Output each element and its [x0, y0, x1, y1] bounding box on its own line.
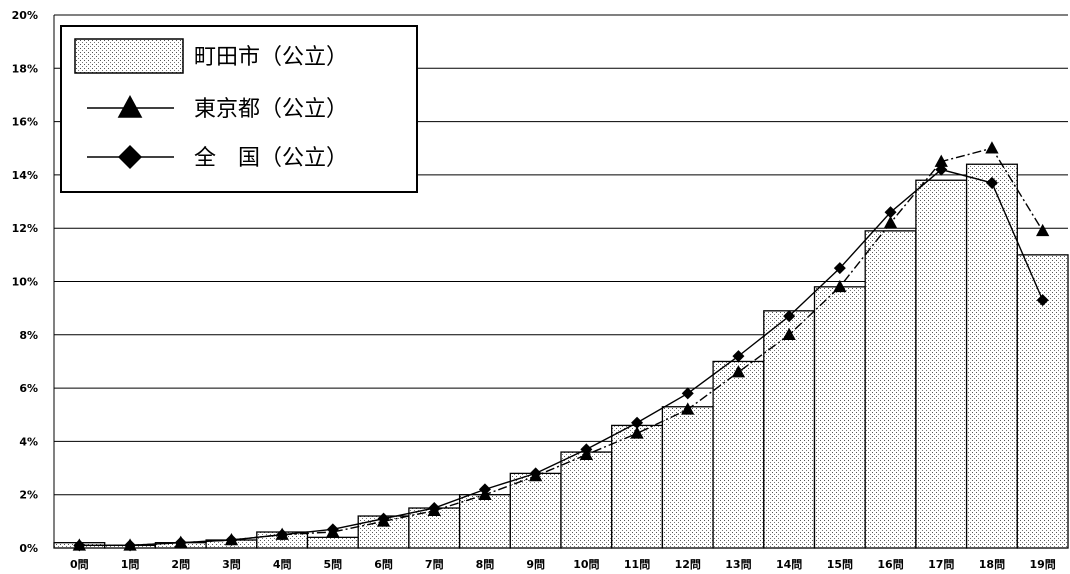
- legend-diamond-icon: [118, 145, 142, 169]
- legend-label: 東京都（公立）: [194, 97, 348, 122]
- x-tick-label: 7問: [425, 558, 444, 571]
- x-tick-label: 12問: [675, 558, 701, 571]
- bar: [965, 163, 1018, 549]
- diamond-marker: [935, 163, 948, 176]
- diamond-marker: [428, 502, 441, 515]
- x-tick-label: 8問: [476, 558, 495, 571]
- diamond-marker: [276, 528, 289, 541]
- diamond-marker: [631, 416, 644, 429]
- bar: [611, 424, 664, 549]
- bar: [509, 472, 562, 549]
- diamond-marker: [884, 206, 897, 219]
- bar: [458, 494, 511, 549]
- legend: 町田市（公立） 東京都（公立） 全 国（公立）: [60, 25, 418, 193]
- x-tick-label: 3問: [222, 558, 241, 571]
- y-tick-label: 8%: [19, 329, 38, 342]
- diamond-marker: [1036, 294, 1049, 307]
- x-tick-label: 0問: [70, 558, 89, 571]
- y-tick-label: 0%: [19, 542, 38, 555]
- triangle-marker: [630, 426, 644, 439]
- x-tick-label: 16問: [877, 558, 903, 571]
- x-tick-label: 13問: [725, 558, 751, 571]
- x-tick-label: 11問: [624, 558, 650, 571]
- triangle-marker: [681, 402, 695, 415]
- x-tick-label: 6問: [374, 558, 393, 571]
- diamond-marker: [985, 176, 998, 189]
- y-tick-label: 20%: [12, 9, 38, 22]
- x-tick-label: 17問: [928, 558, 954, 571]
- legend-label: 全 国（公立）: [194, 146, 348, 171]
- bar: [763, 310, 816, 549]
- diamond-marker: [681, 387, 694, 400]
- bar: [712, 360, 765, 549]
- x-tick-label: 4問: [273, 558, 292, 571]
- triangle-marker: [934, 154, 948, 167]
- triangle-marker: [782, 327, 796, 341]
- lines: [72, 141, 1050, 552]
- triangle-marker: [833, 279, 847, 293]
- y-tick-label: 14%: [12, 169, 38, 182]
- diamond-marker: [529, 467, 542, 480]
- legend-label: 町田市（公立）: [194, 45, 348, 70]
- bar: [915, 179, 968, 549]
- diamond-marker: [732, 350, 745, 363]
- x-tick-label: 1問: [121, 558, 140, 571]
- diamond-marker: [225, 534, 238, 547]
- diamond-marker: [580, 443, 593, 456]
- bar: [306, 536, 359, 549]
- y-tick-label: 2%: [19, 489, 38, 502]
- y-tick-label: 10%: [12, 276, 38, 289]
- y-tick-label: 18%: [12, 62, 38, 75]
- triangle-marker: [731, 365, 746, 378]
- y-tick-label: 4%: [19, 435, 38, 448]
- bar: [864, 230, 917, 549]
- x-tick-label: 9問: [526, 558, 545, 571]
- diamond-marker: [783, 310, 796, 323]
- x-tick-label: 10問: [573, 558, 599, 571]
- bar: [560, 451, 613, 549]
- bar: [661, 406, 714, 549]
- y-tick-label: 12%: [12, 222, 38, 235]
- x-tick-label: 19問: [1029, 558, 1055, 571]
- triangle-marker: [985, 141, 999, 154]
- diamond-marker: [377, 512, 390, 525]
- triangle-marker: [883, 215, 898, 229]
- diamond-marker: [833, 262, 846, 275]
- y-tick-label: 6%: [19, 382, 38, 395]
- x-tick-label: 2問: [171, 558, 190, 571]
- y-tick-label: 16%: [12, 116, 38, 129]
- diamond-marker: [478, 483, 491, 496]
- legend-bar-swatch: [74, 38, 184, 74]
- diamond-marker: [326, 523, 339, 536]
- bar: [813, 286, 866, 549]
- axes: 0% 2% 4% 6% 8% 10% 12% 14% 16% 18% 20% 0問 1問 2問 3問 4問 5問…: [12, 9, 1068, 571]
- x-tick-label: 15問: [827, 558, 853, 571]
- legend-triangle-icon: [117, 95, 143, 118]
- x-tick-label: 18問: [979, 558, 1005, 571]
- x-tick-label: 5問: [324, 558, 343, 571]
- x-tick-label: 14問: [776, 558, 802, 571]
- bars: [53, 163, 1069, 549]
- series-line-national: [79, 168, 1044, 547]
- triangle-marker: [1036, 223, 1050, 237]
- diamond-marker: [174, 536, 187, 549]
